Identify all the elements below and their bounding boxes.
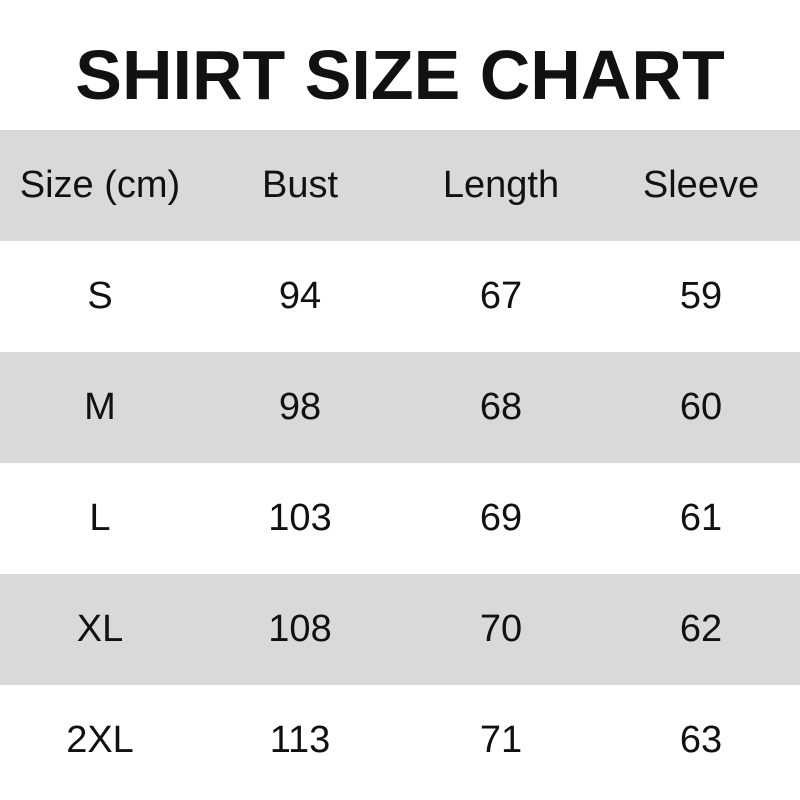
header-length: Length — [442, 164, 560, 206]
cell-bust: 103 — [268, 497, 332, 539]
cell-sleeve: 61 — [679, 497, 723, 539]
header-size: Size (cm) — [19, 164, 181, 206]
cell-sleeve: 59 — [679, 275, 723, 317]
size-table: Size (cm) Bust Length Sleeve S 94 67 59 M 98 6… — [0, 130, 800, 796]
table-row: 2XL 113 71 63 — [0, 685, 800, 796]
page-title: SHIRT SIZE CHART — [75, 36, 725, 114]
cell-length: 68 — [479, 386, 523, 428]
cell-length: 69 — [479, 497, 523, 539]
cell-size: 2XL — [66, 719, 134, 761]
cell-bust: 94 — [278, 275, 322, 317]
table-header-row: Size (cm) Bust Length Sleeve — [0, 130, 800, 241]
cell-bust: 108 — [268, 608, 332, 650]
cell-sleeve: 63 — [679, 719, 723, 761]
cell-sleeve: 60 — [679, 386, 723, 428]
cell-length: 70 — [479, 608, 523, 650]
cell-size: M — [84, 386, 116, 428]
cell-size: S — [87, 275, 113, 317]
table-row: S 94 67 59 — [0, 241, 800, 352]
table-row: M 98 68 60 — [0, 352, 800, 463]
cell-bust: 98 — [278, 386, 322, 428]
cell-length: 67 — [479, 275, 523, 317]
header-sleeve: Sleeve — [642, 164, 760, 206]
header-bust: Bust — [261, 164, 339, 206]
cell-bust: 113 — [269, 719, 331, 761]
cell-size: XL — [76, 608, 124, 650]
table-row: XL 108 70 62 — [0, 574, 800, 685]
table-row: L 103 69 61 — [0, 463, 800, 574]
cell-sleeve: 62 — [679, 608, 723, 650]
cell-length: 71 — [479, 719, 523, 761]
cell-size: L — [89, 497, 111, 539]
